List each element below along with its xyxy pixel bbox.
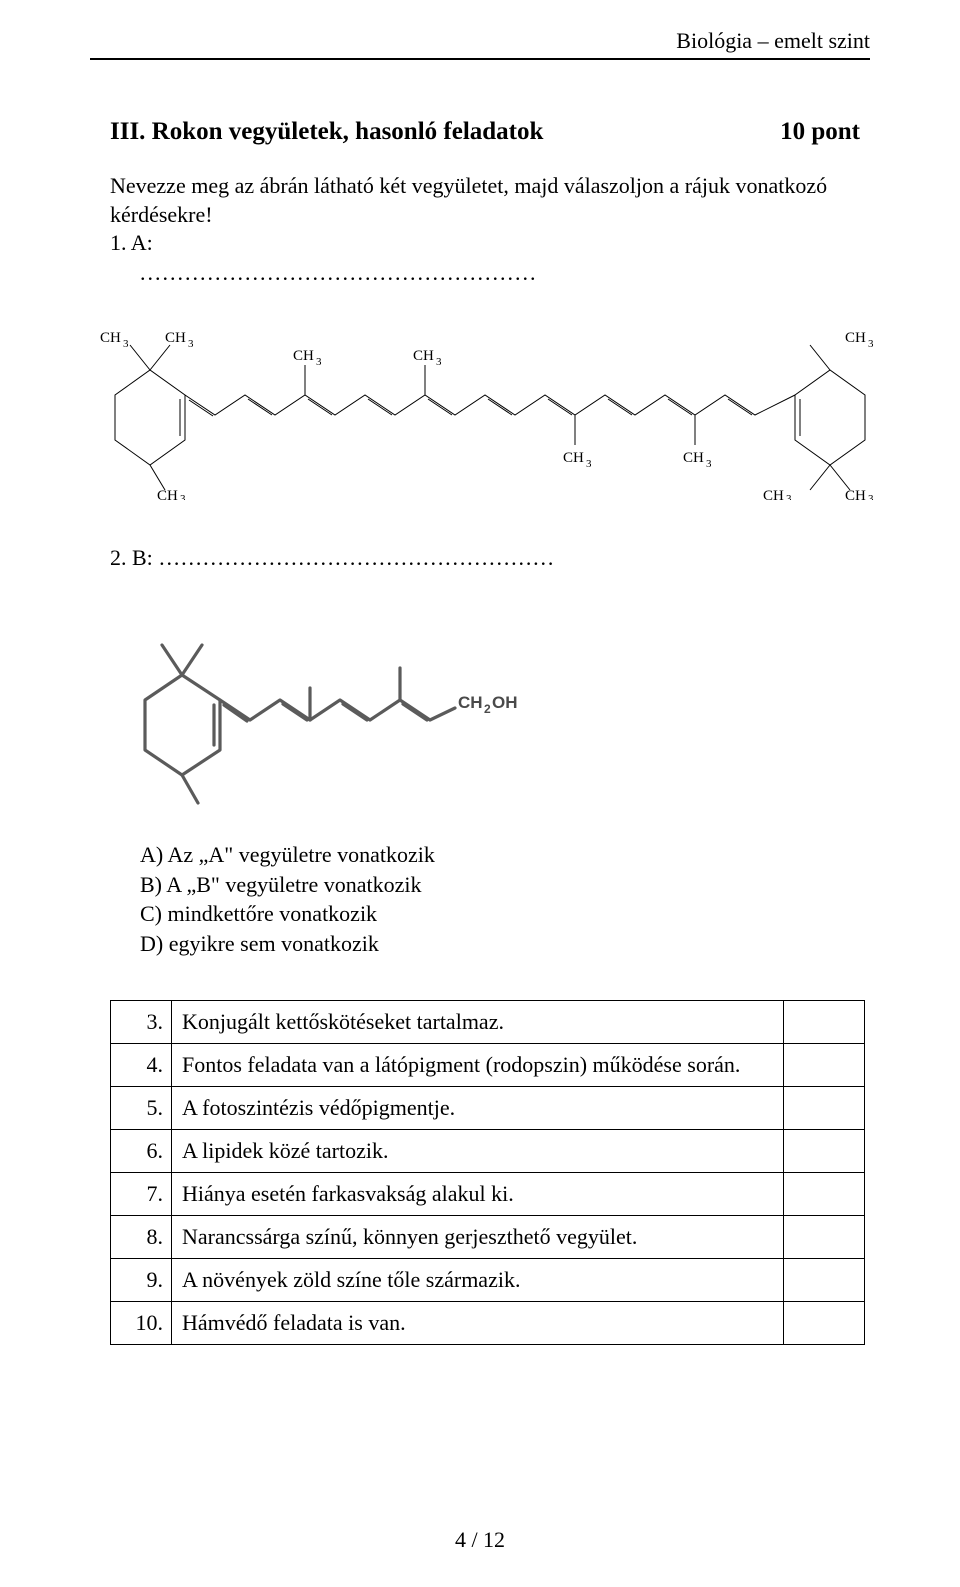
answer-cell[interactable] (784, 1001, 865, 1044)
page-number: 4 / 12 (0, 1527, 960, 1553)
option-c: C) mindkettőre vonatkozik (140, 899, 435, 929)
answer-cell[interactable] (784, 1259, 865, 1302)
section-title: III. Rokon vegyületek, hasonló feladatok (110, 118, 543, 146)
header-subject-level: Biológia – emelt szint (676, 28, 870, 54)
molecule-a-diagram: CH3 CH3 CH3 CH3 CH3 CH3 CH3 CH3 CH3 CH3 (95, 300, 885, 500)
svg-text:CH: CH (413, 348, 434, 364)
questions-table-wrap: 3. Konjugált kettőskötéseket tartalmaz. … (110, 1000, 865, 1345)
answer-cell[interactable] (784, 1173, 865, 1216)
question-1-label: 1. A: (110, 230, 153, 256)
svg-text:CH: CH (845, 488, 866, 500)
question-text: Fontos feladata van a látópigment (rodop… (172, 1044, 784, 1087)
svg-text:3: 3 (786, 493, 792, 500)
svg-text:2: 2 (484, 702, 491, 716)
answer-key-options: A) Az „A" vegyületre vonatkozik B) A „B"… (140, 840, 435, 959)
molecule-b-svg: CH2OH (120, 590, 520, 805)
svg-text:CH: CH (563, 450, 584, 466)
question-2-label: 2. B: ……………………………………………… (110, 545, 554, 571)
svg-text:3: 3 (706, 458, 712, 470)
header-rule (90, 58, 870, 60)
question-number: 6. (111, 1130, 172, 1173)
svg-text:3: 3 (868, 493, 874, 500)
question-number: 8. (111, 1216, 172, 1259)
svg-text:3: 3 (188, 338, 194, 350)
molecule-b-diagram: CH2OH (120, 590, 520, 805)
question-2-text: 2. B: ……………………………………………… (110, 545, 554, 570)
question-number: 10. (111, 1302, 172, 1345)
svg-text:3: 3 (436, 356, 442, 368)
question-text: A lipidek közé tartozik. (172, 1130, 784, 1173)
option-d: D) egyikre sem vonatkozik (140, 929, 435, 959)
svg-text:3: 3 (180, 493, 186, 500)
question-number: 7. (111, 1173, 172, 1216)
page: Biológia – emelt szint III. Rokon vegyül… (0, 0, 960, 1587)
option-a: A) Az „A" vegyületre vonatkozik (140, 840, 435, 870)
svg-text:3: 3 (586, 458, 592, 470)
molecule-a-svg: CH3 CH3 CH3 CH3 CH3 CH3 CH3 CH3 CH3 CH3 (95, 300, 885, 500)
table-row: 6. A lipidek közé tartozik. (111, 1130, 865, 1173)
question-number: 3. (111, 1001, 172, 1044)
svg-text:OH: OH (492, 693, 518, 712)
svg-text:CH: CH (157, 488, 178, 500)
option-b: B) A „B" vegyületre vonatkozik (140, 870, 435, 900)
section-heading-row: III. Rokon vegyületek, hasonló feladatok… (110, 118, 860, 146)
question-number: 5. (111, 1087, 172, 1130)
svg-text:CH: CH (845, 330, 866, 346)
svg-text:CH: CH (683, 450, 704, 466)
table-row: 4. Fontos feladata van a látópigment (ro… (111, 1044, 865, 1087)
questions-tbody: 3. Konjugált kettőskötéseket tartalmaz. … (111, 1001, 865, 1345)
question-text: A fotoszintézis védőpigmentje. (172, 1087, 784, 1130)
svg-text:3: 3 (123, 338, 129, 350)
answer-cell[interactable] (784, 1216, 865, 1259)
question-text: Hiánya esetén farkasvakság alakul ki. (172, 1173, 784, 1216)
table-row: 7. Hiánya esetén farkasvakság alakul ki. (111, 1173, 865, 1216)
svg-text:3: 3 (868, 338, 874, 350)
table-row: 10. Hámvédő feladata is van. (111, 1302, 865, 1345)
section-points: 10 pont (780, 118, 860, 146)
question-number: 4. (111, 1044, 172, 1087)
svg-text:CH: CH (165, 330, 186, 346)
question-text: Narancssárga színű, könnyen gerjeszthető… (172, 1216, 784, 1259)
answer-cell[interactable] (784, 1302, 865, 1345)
svg-text:CH: CH (100, 330, 121, 346)
svg-text:CH: CH (763, 488, 784, 500)
svg-text:CH: CH (293, 348, 314, 364)
questions-table: 3. Konjugált kettőskötéseket tartalmaz. … (110, 1000, 865, 1345)
section-instruction: Nevezze meg az ábrán látható két vegyüle… (110, 172, 860, 229)
table-row: 5. A fotoszintézis védőpigmentje. (111, 1087, 865, 1130)
table-row: 9. A növények zöld színe tőle származik. (111, 1259, 865, 1302)
question-text: Hámvédő feladata is van. (172, 1302, 784, 1345)
question-1-blank-line[interactable]: ........................................… (140, 260, 538, 286)
answer-cell[interactable] (784, 1130, 865, 1173)
question-text: Konjugált kettőskötéseket tartalmaz. (172, 1001, 784, 1044)
table-row: 8. Narancssárga színű, könnyen gerjeszth… (111, 1216, 865, 1259)
svg-text:CH: CH (458, 693, 483, 712)
answer-cell[interactable] (784, 1087, 865, 1130)
svg-text:3: 3 (316, 356, 322, 368)
question-number: 9. (111, 1259, 172, 1302)
question-text: A növények zöld színe tőle származik. (172, 1259, 784, 1302)
table-row: 3. Konjugált kettőskötéseket tartalmaz. (111, 1001, 865, 1044)
answer-cell[interactable] (784, 1044, 865, 1087)
